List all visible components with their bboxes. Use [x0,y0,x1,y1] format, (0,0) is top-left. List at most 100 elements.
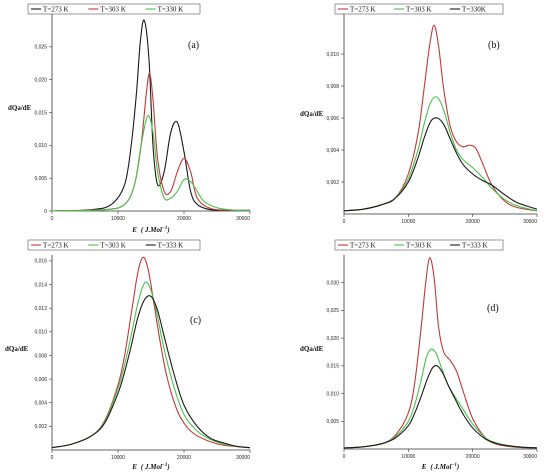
y-tick-label: 0 [44,209,47,215]
legend: T=273 K T=303 K T=333 K [334,239,504,251]
series-line-3 [51,295,251,449]
panel-label: (d) [487,303,499,314]
x-tick-label: 10000 [401,454,415,460]
legend-entry: T=303 K [100,6,126,14]
y-tick-label: 0,010 [326,391,339,397]
y-axis-label: dQa/dE [5,345,29,353]
x-tick-label: 30000 [236,455,250,461]
legend-entry: T=273 K [350,242,376,250]
x-tick-label: 20000 [466,454,480,460]
series-line-1 [343,257,538,449]
x-tick-label: 20000 [177,455,191,461]
legend-box [334,239,504,251]
legend-entry: T=303 K [406,6,432,14]
y-tick-label: 0,004 [34,401,47,407]
y-tick-label: 0,006 [34,377,47,383]
x-tick-label: 10000 [401,219,415,225]
legend: T=273 K T=303 K T=333 K [27,239,201,251]
x-axis-label-unit: ( J.Mol [141,226,162,234]
y-tick-label: 0,002 [34,424,47,430]
y-tick-label: 0,020 [326,336,339,342]
y-tick-label: 0,012 [34,306,47,312]
x-axis-label-unit: ( J.Mol [141,463,162,471]
y-tick-label: 0,010 [34,330,47,336]
legend-entry: T=333 K [158,242,184,250]
x-tick-label: 20000 [177,216,191,222]
series-line-1 [343,24,538,212]
y-tick-label: 0,025 [34,45,47,51]
panel-label: (b) [488,40,500,51]
x-tick-label: 20000 [466,219,480,225]
x-axis-label-symbol: E [131,226,137,234]
series-line-2 [343,348,538,449]
y-tick-label: 0,014 [34,282,47,288]
x-axis-label: E( J.Mol−1) [421,463,460,471]
legend-entry: T=303 K [406,242,432,250]
y-axis-label: dQa/dE [300,110,324,118]
y-tick-label: 0,020 [34,77,47,83]
x-tick-label: 0 [51,455,54,461]
y-tick-label: 0,002 [326,180,339,186]
legend-entry: T=273 K [350,6,376,14]
legend-entry: T=333 K [462,242,488,250]
y-axis-label: dQa/dE [8,104,32,112]
series-line-2 [51,281,251,449]
y-tick-label: 0,015 [34,110,47,116]
x-tick-label: 0 [343,219,346,225]
x-axis-label-symbol: E [131,463,137,471]
legend-box [334,3,504,15]
legend-entry: T=330 K [158,6,184,14]
y-tick-label: 0,006 [326,116,339,122]
series-line-2 [343,96,538,212]
x-axis-label-exponent: −1 [162,226,168,231]
x-tick-label: 30000 [236,216,250,222]
legend-entry: T=330K [462,6,486,14]
y-tick-label: 0,008 [326,84,339,90]
y-axis-label: dQa/dE [300,345,324,353]
y-tick-label: 0,015 [326,364,339,370]
y-tick-label: 0,008 [34,353,47,359]
legend: T=273 K T=303 K T=330 K [27,3,201,15]
x-axis-label-unit: ( J.Mol [430,463,451,471]
x-tick-label: 30000 [523,454,537,460]
y-tick-label: 0,004 [326,148,339,154]
x-axis-label-close: ) [456,463,459,471]
legend: T=273 K T=303 K T=330K [334,3,504,15]
y-tick-label: 0,010 [34,143,47,149]
y-tick-label: 0,016 [34,259,47,265]
panel-label: (a) [188,40,199,51]
legend-entry: T=273 K [43,6,69,14]
series-line-1 [51,19,251,212]
legend-box [27,3,201,15]
series-line-1 [51,256,251,449]
x-axis-label-close: ) [166,226,169,234]
x-axis-label-exponent: −1 [162,463,168,468]
legend-entry: T=303 K [100,242,126,250]
x-tick-label: 10000 [111,455,125,461]
legend-box [27,239,201,251]
x-axis-label-exponent: −1 [451,463,457,468]
series-line-3 [343,364,538,449]
chart-panel-b: 0,002 0,004 0,006 0,008 0,010 0 10000 20000 3000… [300,3,538,225]
x-tick-label: 0 [51,216,54,222]
y-tick-label: 0,005 [326,419,339,425]
x-axis-label: E ( J.Mol−1) [131,226,170,234]
y-tick-label: 0,030 [326,281,339,287]
chart-panel-c: 0,002 0,004 0,006 0,008 0,010 0,012 0,014 0,016… [5,239,251,471]
x-axis-label-symbol: E [421,463,427,471]
series-line-3 [51,114,251,212]
y-tick-label: 0,025 [326,308,339,314]
panel-label: (c) [190,315,201,326]
legend-entry: T=273 K [43,242,69,250]
x-tick-label: 10000 [111,216,125,222]
y-tick-label: 0,010 [326,52,339,58]
chart-panel-d: 0,005 0,010 0,015 0,020 0,025 0,030 0 10000 2000… [300,239,538,471]
chart-panel-a: 0 0,005 0,010 0,015 0,020 0,025 0 10000 20000 300… [8,3,251,234]
x-tick-label: 30000 [523,219,537,225]
x-axis-label-close: ) [166,463,169,471]
x-axis-label: E ( J.Mol−1) [131,463,170,471]
x-tick-label: 0 [343,454,346,460]
series-line-3 [343,117,538,212]
y-tick-label: 0,005 [34,176,47,182]
